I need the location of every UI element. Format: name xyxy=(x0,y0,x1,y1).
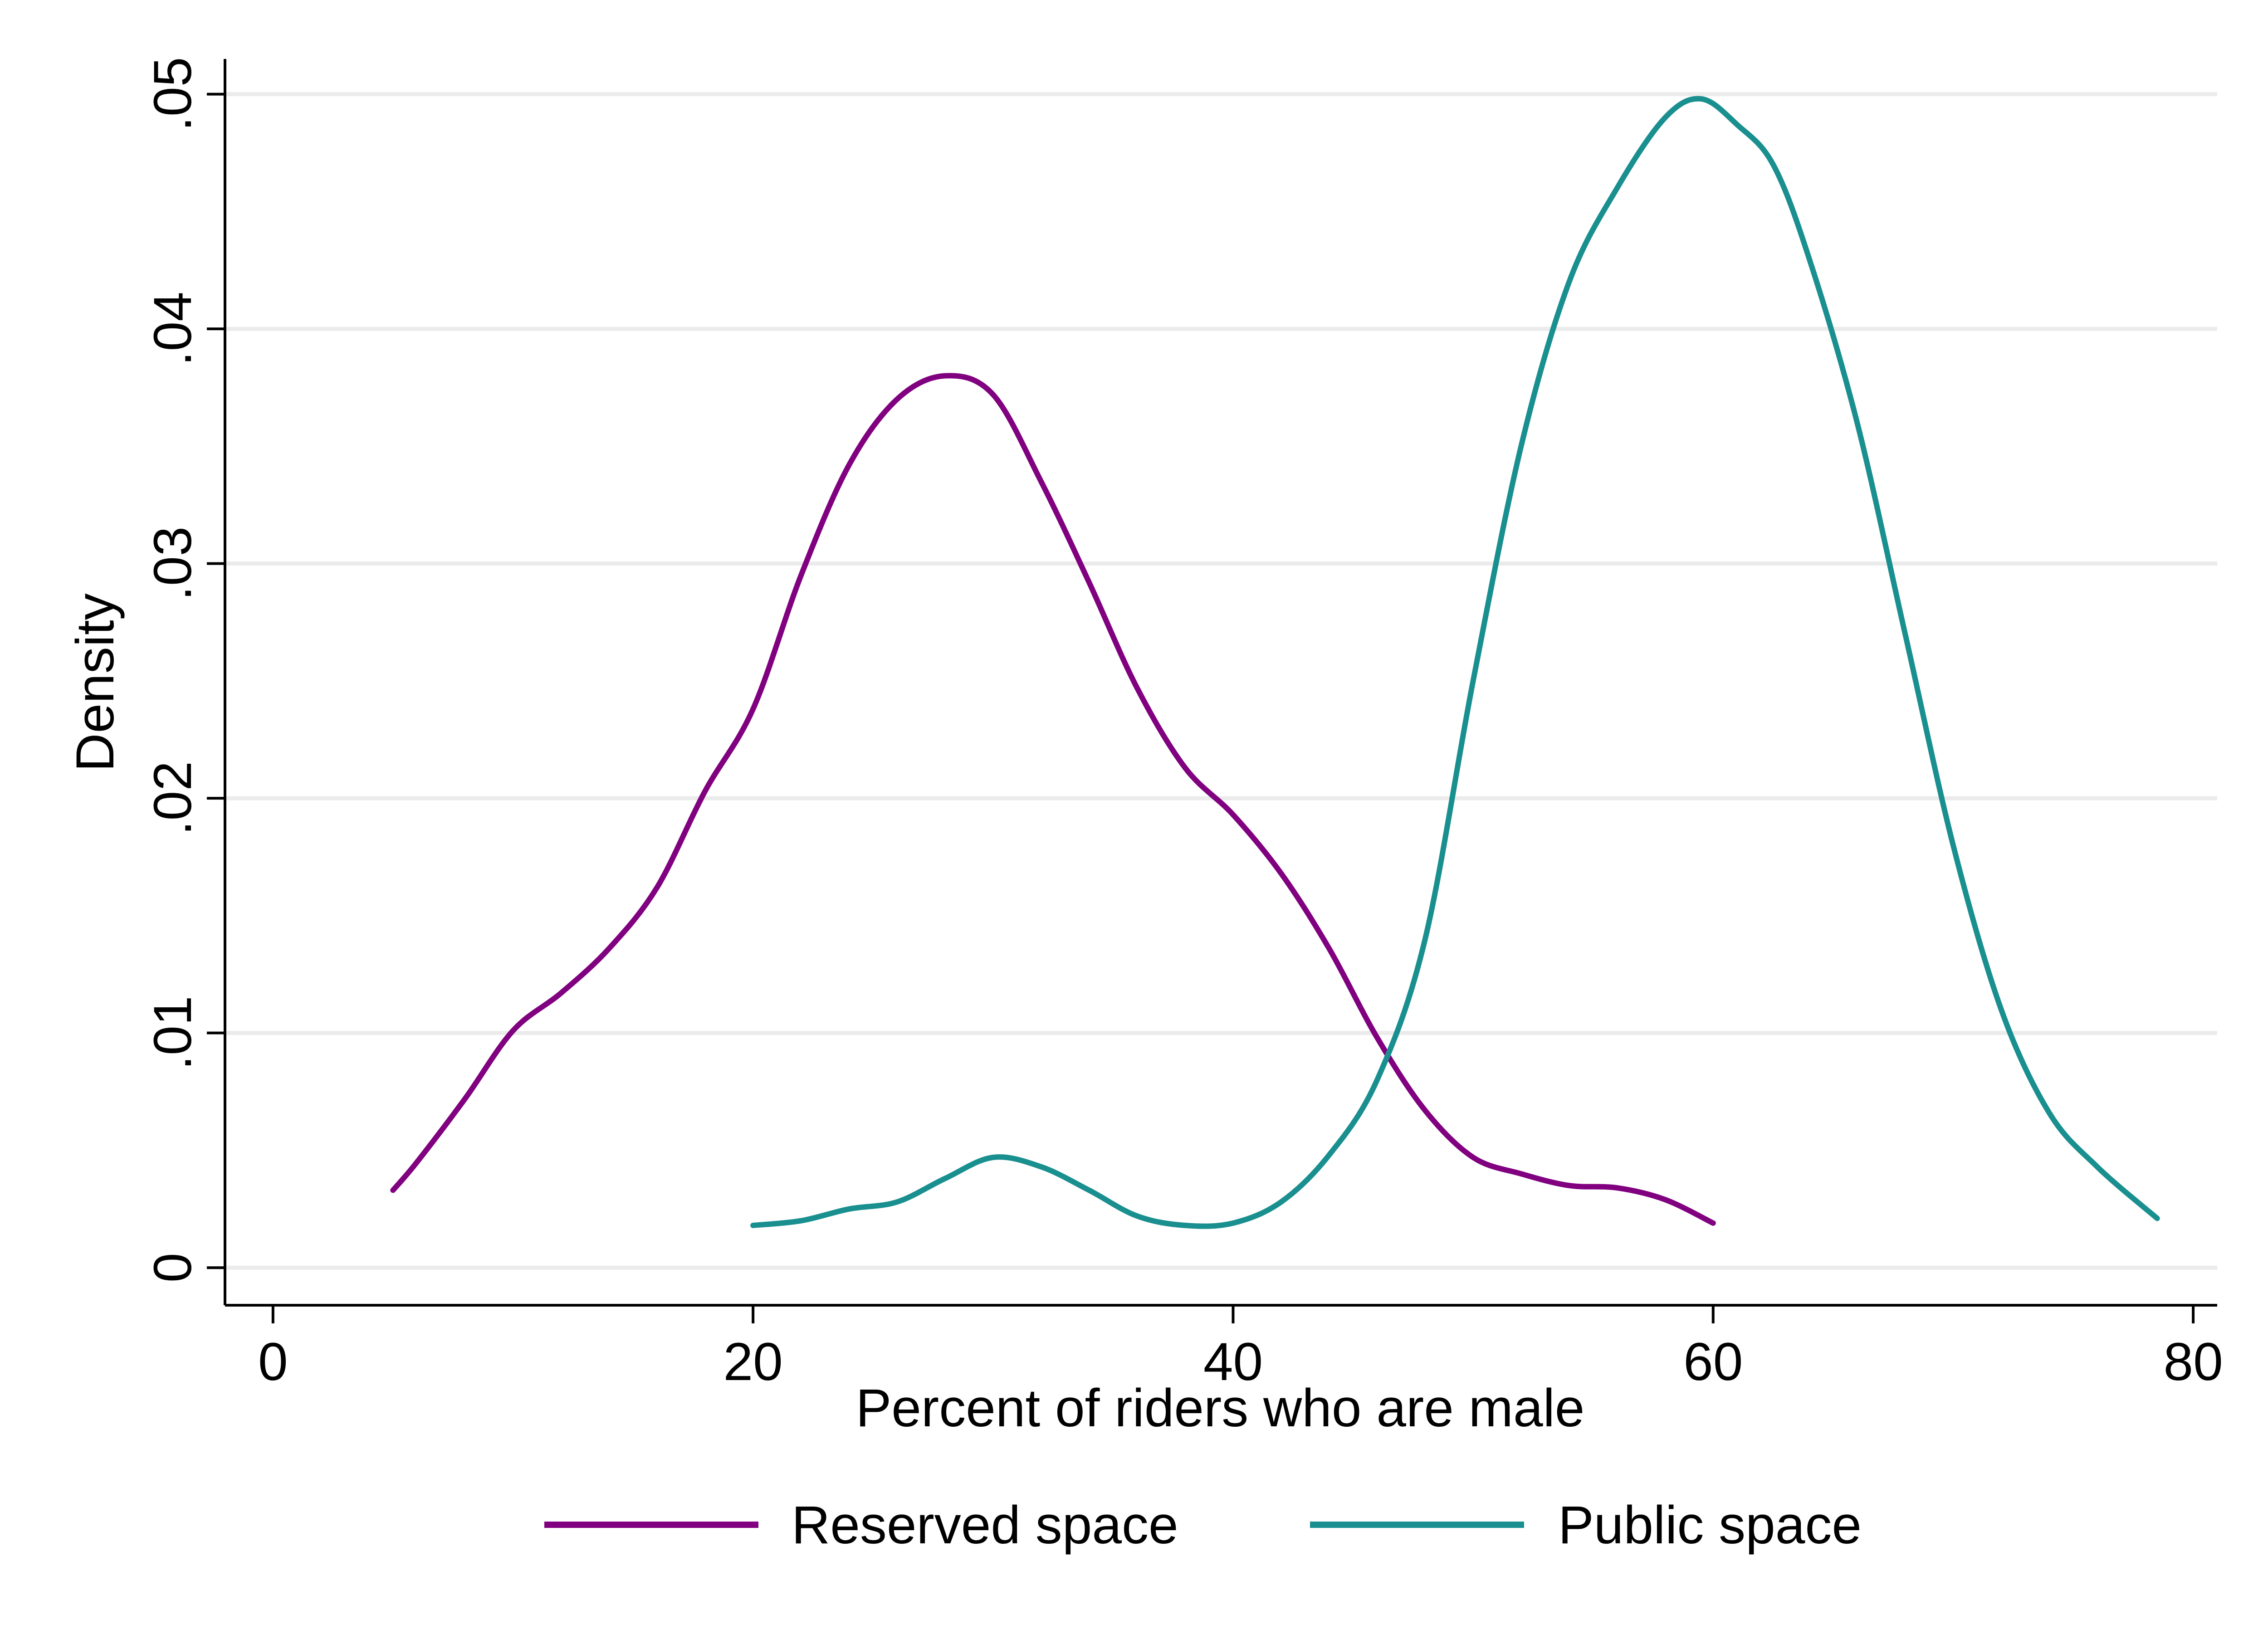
y-axis-title: Density xyxy=(65,593,125,771)
y-tick-label: .02 xyxy=(143,761,203,835)
legend-label-reserved: Reserved space xyxy=(792,1495,1178,1555)
x-tick-label: 80 xyxy=(2163,1332,2223,1392)
legend: Reserved space Public space xyxy=(544,1495,1862,1555)
y-tick-label: .01 xyxy=(143,996,203,1070)
x-ticks: 0 20 40 60 80 xyxy=(258,1305,2223,1392)
x-tick-label: 60 xyxy=(1683,1332,1743,1392)
x-tick-label: 0 xyxy=(258,1332,288,1392)
y-tick-label: 0 xyxy=(143,1253,203,1283)
x-tick-label: 20 xyxy=(723,1332,783,1392)
x-tick-label: 40 xyxy=(1203,1332,1263,1392)
series-line-public-space xyxy=(750,96,2160,1229)
y-tick-label: .03 xyxy=(143,527,203,601)
x-axis-title: Percent of riders who are male xyxy=(856,1378,1585,1438)
axes xyxy=(224,59,2217,1307)
y-tick-label: .05 xyxy=(143,57,203,132)
gridlines xyxy=(225,92,2217,1270)
series-lines xyxy=(390,96,2160,1229)
legend-label-public: Public space xyxy=(1558,1495,1862,1555)
y-ticks: 0 .01 .02 .03 .04 .05 xyxy=(143,57,225,1283)
series-line-reserved-space xyxy=(390,373,1716,1226)
y-tick-label: .04 xyxy=(143,292,203,366)
